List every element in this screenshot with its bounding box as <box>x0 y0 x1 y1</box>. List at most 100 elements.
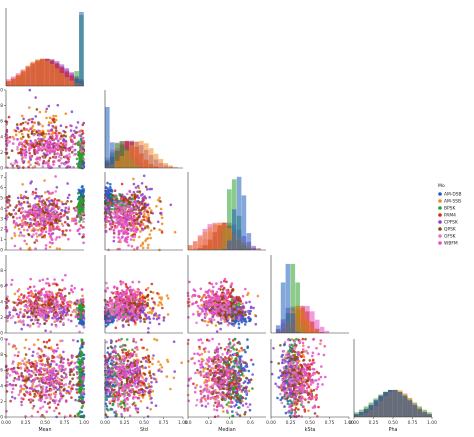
scatter-point <box>74 310 77 314</box>
scatter-point <box>54 303 57 306</box>
scatter-point <box>188 280 191 284</box>
scatter-point <box>24 210 27 213</box>
scatter-point <box>120 197 123 201</box>
scatter-point <box>20 234 24 237</box>
scatter-point <box>47 314 50 318</box>
scatter-point <box>20 157 24 161</box>
scatter-point <box>117 293 120 297</box>
scatter-point <box>76 121 80 124</box>
hist-bar <box>119 156 125 168</box>
scatter-point <box>76 192 80 195</box>
scatter-point <box>63 220 67 224</box>
scatter-point <box>105 216 108 219</box>
scatter-point <box>113 197 116 200</box>
scatter-point <box>9 213 12 217</box>
scatter-point <box>11 135 15 139</box>
panel-Mean-Mean <box>5 8 84 87</box>
scatter-point <box>51 300 55 304</box>
scatter-point <box>144 185 148 189</box>
scatter-point <box>18 234 21 237</box>
hist-bar <box>114 143 120 168</box>
scatter-point <box>59 305 63 308</box>
scatter-point <box>82 220 85 224</box>
scatter-point <box>5 144 9 147</box>
scatter-point <box>109 182 112 186</box>
scatter-point <box>22 319 25 323</box>
scatter-point <box>58 228 61 231</box>
scatter-point <box>217 309 220 312</box>
scatter-point <box>62 138 66 142</box>
scatter-point <box>132 177 135 181</box>
scatter-point <box>26 315 30 319</box>
scatter-point <box>50 238 54 241</box>
scatter-point <box>36 151 39 154</box>
scatter-point <box>254 313 257 317</box>
scatter-point <box>187 304 190 308</box>
scatter-point <box>58 164 61 168</box>
scatter-point <box>67 210 70 214</box>
scatter-point <box>118 247 121 251</box>
scatter-point <box>147 298 150 302</box>
scatter-point <box>214 294 217 298</box>
scatter-point <box>75 126 78 129</box>
scatter-point <box>54 190 57 193</box>
scatter-point <box>28 205 32 208</box>
scatter-point <box>162 316 166 319</box>
scatter-point <box>16 138 19 141</box>
scatter-point <box>114 326 118 330</box>
scatter-point <box>12 137 16 141</box>
scatter-point <box>72 149 76 152</box>
scatter-point <box>31 124 35 128</box>
scatter-point <box>30 120 34 124</box>
scatter-point <box>44 290 48 294</box>
scatter-point <box>229 295 233 299</box>
scatter-point <box>81 297 85 301</box>
scatter-point <box>227 309 230 313</box>
scatter-point <box>131 313 135 316</box>
y-tick-label: 0.6 <box>0 185 3 191</box>
scatter-point <box>10 149 14 152</box>
scatter-point <box>248 300 251 304</box>
scatter-point <box>128 189 131 193</box>
scatter-point <box>120 236 124 239</box>
scatter-point <box>108 199 112 202</box>
scatter-point <box>57 199 61 202</box>
scatter-point <box>146 286 150 290</box>
scatter-point <box>141 223 145 226</box>
scatter-point <box>140 200 143 204</box>
hist-bar <box>227 189 232 250</box>
scatter-point <box>147 243 150 247</box>
scatter-point <box>227 313 231 317</box>
scatter-point <box>79 355 83 358</box>
scatter-point <box>156 292 159 295</box>
scatter-point <box>122 325 125 328</box>
scatter-point <box>44 230 48 234</box>
scatter-point <box>149 229 153 232</box>
scatter-point <box>69 200 73 203</box>
scatter-point <box>6 319 9 323</box>
scatter-point <box>28 202 32 206</box>
scatter-point <box>24 120 28 124</box>
y-tick-label: 0.2 <box>0 227 3 233</box>
scatter-point <box>82 196 85 199</box>
scatter-point <box>55 298 58 302</box>
scatter-point <box>45 107 49 111</box>
scatter-point <box>59 314 63 318</box>
scatter-point <box>133 233 137 236</box>
scatter-point <box>28 106 31 109</box>
scatter-point <box>130 316 134 320</box>
scatter-point <box>16 363 20 367</box>
scatter-point <box>64 294 67 298</box>
scatter-point <box>40 304 44 307</box>
scatter-point <box>22 234 26 238</box>
scatter-point <box>62 314 65 318</box>
scatter-point <box>22 323 26 326</box>
scatter-point <box>132 229 136 233</box>
scatter-point <box>49 229 53 232</box>
scatter-point <box>55 204 59 207</box>
scatter-point <box>70 301 73 304</box>
scatter-point <box>109 216 112 220</box>
scatter-point <box>124 220 128 224</box>
scatter-point <box>17 227 21 231</box>
scatter-point <box>59 157 63 160</box>
